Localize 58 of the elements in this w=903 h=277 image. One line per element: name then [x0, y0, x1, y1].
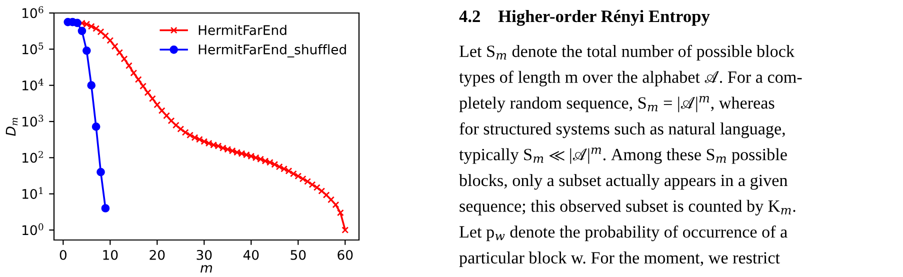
point — [82, 46, 91, 55]
text: Let p$_{w}$ denote the probability of occurrence of a — [459, 225, 788, 242]
text: sequence; this observed subset is counted by K$_{m}$. — [460, 200, 796, 216]
legend-label: HermitFarEnd — [198, 24, 286, 36]
y-tick-label: 10$^{6}$ — [22, 6, 44, 18]
text: blocks, only a subset actually appears in a given — [459, 174, 788, 190]
point — [125, 62, 132, 70]
x-tick-label: 0 — [60, 250, 66, 260]
y-tick-label: 10$^{2}$ — [22, 150, 43, 163]
point — [336, 209, 344, 216]
text: types of length m over the alphabet 𝒜. For a com- — [459, 70, 802, 86]
point — [342, 226, 349, 234]
text: pletely random sequence, S$_{m}$ = |𝒜|$^{m}$, whereas — [459, 96, 774, 112]
point — [332, 201, 340, 208]
y-tick-label: 10$^{3}$ — [22, 114, 44, 127]
y-tick-label: 10$^{0}$ — [22, 223, 44, 236]
text: typically S$_{m}$ ≪ |𝒜|$^{m}$. Among these S$_{m}$ possible — [459, 148, 787, 164]
point — [111, 42, 118, 50]
legend-label: HermitFarEnd_shuffled — [198, 44, 346, 58]
point — [96, 168, 105, 176]
point — [144, 89, 152, 96]
point — [163, 112, 170, 120]
point — [322, 192, 330, 198]
x-tick-label: 40 — [243, 250, 259, 260]
point — [87, 81, 96, 90]
point — [140, 82, 147, 90]
point — [158, 107, 166, 114]
point — [120, 55, 128, 62]
x-tick-label: 20 — [150, 250, 165, 260]
point — [102, 32, 109, 40]
y-tick-label: 10$^{5}$ — [22, 42, 44, 54]
x-tick-label: 60 — [338, 250, 353, 260]
point — [101, 204, 110, 212]
point — [168, 117, 175, 124]
text: for structured systems such as natural language, — [460, 122, 785, 138]
x-tick-label: 30 — [196, 250, 212, 260]
point — [106, 36, 114, 44]
text: Let S$_{m}$ denote the total number of possible block — [459, 44, 795, 61]
point — [78, 26, 86, 36]
y-axis-title: D$_{m}$ — [6, 118, 18, 136]
x-axis-title: m — [200, 265, 212, 273]
point — [130, 69, 138, 76]
point — [148, 95, 156, 102]
y-tick-label: 10$^{4}$ — [22, 78, 44, 90]
x-tick-label: 50 — [290, 250, 306, 260]
y-tick-label: 10$^{1}$ — [22, 187, 43, 199]
point — [177, 126, 184, 132]
point — [134, 76, 142, 83]
text: particular block w. For the moment, we restrict — [459, 252, 780, 268]
point — [116, 49, 124, 56]
point — [328, 196, 335, 204]
point — [172, 122, 180, 129]
text: 4.2 Higher-order Rényi Entropy — [459, 10, 710, 26]
point — [154, 101, 161, 108]
point — [92, 122, 100, 131]
x-tick-label: 10 — [103, 250, 118, 260]
point — [73, 18, 82, 28]
point — [318, 188, 326, 194]
